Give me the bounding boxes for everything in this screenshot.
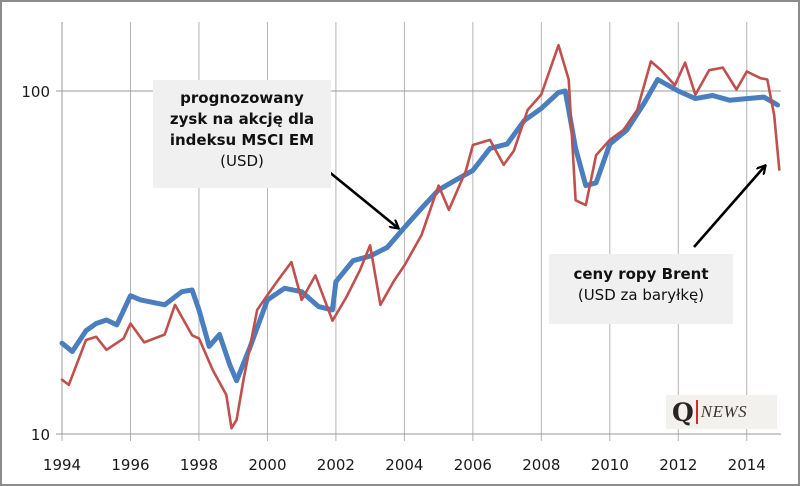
annotation-eps-line-4: (USD)	[220, 152, 264, 170]
x-tick-label: 1996	[111, 456, 149, 474]
logo-divider	[695, 400, 698, 424]
qnews-logo: Q NEWS	[666, 395, 777, 429]
y-tick-labels: 10 100	[21, 83, 50, 444]
annotation-eps-line-2: zysk na akcję dla	[169, 110, 315, 128]
x-tick-label: 2000	[248, 456, 286, 474]
annotation-eps-line-3: indeksu MSCI EM	[169, 131, 315, 149]
logo-q: Q	[672, 397, 694, 427]
annotation-brent-arrow	[693, 166, 765, 248]
logo-news: NEWS	[700, 402, 748, 421]
x-tick-label: 1994	[43, 456, 81, 474]
annotation-brent-line-2: (USD za baryłkę)	[577, 286, 705, 304]
y-tick-label: 10	[31, 426, 50, 444]
annotation-eps-line-1: prognozowany	[180, 89, 304, 107]
annotation-arrows	[327, 166, 765, 248]
series-line-brent	[60, 43, 781, 430]
x-tick-label: 2002	[317, 456, 355, 474]
annotation-brent-line-1: ceny ropy Brent	[573, 265, 709, 283]
y-tick-label: 100	[21, 83, 50, 101]
annotation-eps: prognozowany zysk na akcję dla indeksu M…	[153, 80, 331, 188]
x-tick-label: 2006	[454, 456, 492, 474]
annotation-eps-arrow	[327, 169, 398, 228]
x-tick-label: 1998	[180, 456, 218, 474]
x-tick-label: 2010	[591, 456, 629, 474]
x-tick-labels: 1994 1996 1998 2000 2002 2004 2006 2008 2010 2012…	[43, 456, 766, 474]
x-tick-label: 2004	[385, 456, 423, 474]
x-tick-label: 2008	[522, 456, 560, 474]
annotation-brent: ceny ropy Brent (USD za baryłkę)	[549, 254, 733, 324]
series-lines	[59, 43, 781, 430]
x-tick-label: 2014	[728, 456, 766, 474]
x-tick-label: 2012	[659, 456, 697, 474]
series-line-msci-em-eps	[59, 77, 781, 384]
